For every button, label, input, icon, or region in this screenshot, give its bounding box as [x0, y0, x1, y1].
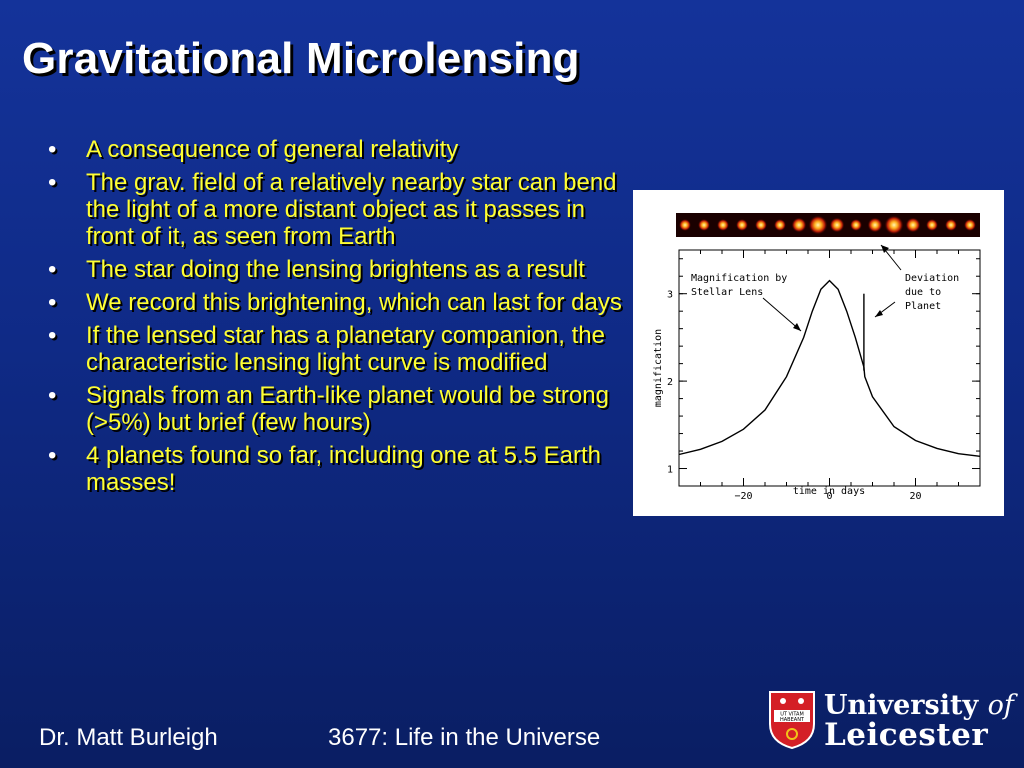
annotation-right-line3: Planet [905, 301, 941, 312]
x-tick-label: 0 [826, 491, 832, 502]
arrow-lens [762, 297, 802, 332]
y-tick-label: 1 [667, 465, 673, 476]
crest-icon: UT VITAM HABEANT [769, 691, 815, 750]
crest-motto-line2: HABEANT [780, 717, 805, 723]
light-strip-frame [755, 219, 767, 231]
light-strip-frame [926, 219, 938, 231]
microlensing-figure: −20 0 20 1 2 3 Magnification by Stellar Lens … [633, 190, 1004, 516]
bullet-marker: • [48, 136, 57, 163]
bullet-marker: • [48, 382, 57, 409]
bullet-marker: • [48, 442, 57, 469]
footer-author: Dr. Matt Burleigh [39, 724, 218, 751]
bullet-text: If the lensed star has a planetary compa… [86, 322, 605, 376]
logo-of: of [987, 690, 1014, 721]
bullet-item: • We record this brightening, which can l… [40, 289, 630, 316]
bullet-marker: • [48, 169, 57, 196]
light-strip-frame [679, 219, 691, 231]
logo-line1: University of [824, 690, 1014, 721]
light-strip-frame [964, 219, 976, 231]
bullet-marker: • [48, 322, 57, 349]
light-strip-frame [829, 217, 845, 233]
bullet-item: • 4 planets found so far, including one … [40, 442, 630, 496]
bullet-item: • A consequence of general relativity [40, 136, 630, 163]
x-axis-label: time in days [793, 486, 865, 497]
light-strip-frame [867, 217, 883, 233]
bullet-text: Signals from an Earth-like planet would … [86, 382, 609, 436]
x-tick-label: 20 [909, 491, 921, 502]
x-tick-label: −20 [734, 491, 752, 502]
y-tick-label: 2 [667, 377, 673, 388]
logo-university: University [824, 690, 979, 721]
light-strip-frame [884, 215, 904, 235]
bullet-item: • If the lensed star has a planetary comp… [40, 322, 630, 376]
light-strip-frame [717, 219, 729, 231]
annotation-right-line1: Deviation [905, 273, 959, 284]
light-curve-line [678, 279, 981, 457]
light-strip-frame [774, 219, 786, 231]
bullet-item: • Signals from an Earth-like planet would… [40, 382, 630, 436]
crest-motto-line1: UT VITAM [780, 712, 804, 718]
light-strip-frame [945, 219, 957, 231]
bullet-item: • The grav. field of a relatively nearby … [40, 169, 630, 250]
light-strip-frames [679, 215, 976, 235]
slide-title: Gravitational Microlensing [22, 34, 580, 83]
bullet-marker: • [48, 256, 57, 283]
bullet-text: The star doing the lensing brightens as … [86, 256, 585, 283]
annotation-left-line1: Magnification by [691, 273, 787, 284]
arrow-strip-head [881, 245, 889, 253]
light-strip-frame [698, 219, 710, 231]
bullet-marker: • [48, 289, 57, 316]
y-tick-label: 3 [667, 290, 673, 301]
bullet-item: • The star doing the lensing brightens as… [40, 256, 630, 283]
bullet-text: We record this brightening, which can la… [86, 289, 622, 316]
light-strip-frame [808, 215, 828, 235]
light-strip-frame [905, 217, 921, 233]
y-axis-label: magnification [653, 329, 664, 407]
light-strip-frame [736, 219, 748, 231]
light-strip-frame [791, 217, 807, 233]
arrow-lens-head [793, 323, 801, 331]
logo-leicester: Leicester [824, 717, 989, 753]
plot-frame [678, 249, 981, 487]
bullet-text: The grav. field of a relatively nearby s… [86, 169, 617, 250]
bullet-text: 4 planets found so far, including one at… [86, 442, 602, 496]
bullet-text: A consequence of general relativity [86, 136, 459, 163]
annotation-left-line2: Stellar Lens [691, 287, 763, 298]
bullet-list: • A consequence of general relativity • Th… [40, 136, 630, 502]
footer-course: 3677: Life in the Universe [328, 724, 601, 751]
axis-ticks: −20 0 20 1 2 3 [667, 250, 980, 502]
university-logo: UT VITAM HABEANT University of Leicester [768, 690, 1018, 754]
arrow-planet-head [875, 310, 883, 317]
annotation-right-line2: due to [905, 287, 941, 298]
light-strip-frame [850, 219, 862, 231]
